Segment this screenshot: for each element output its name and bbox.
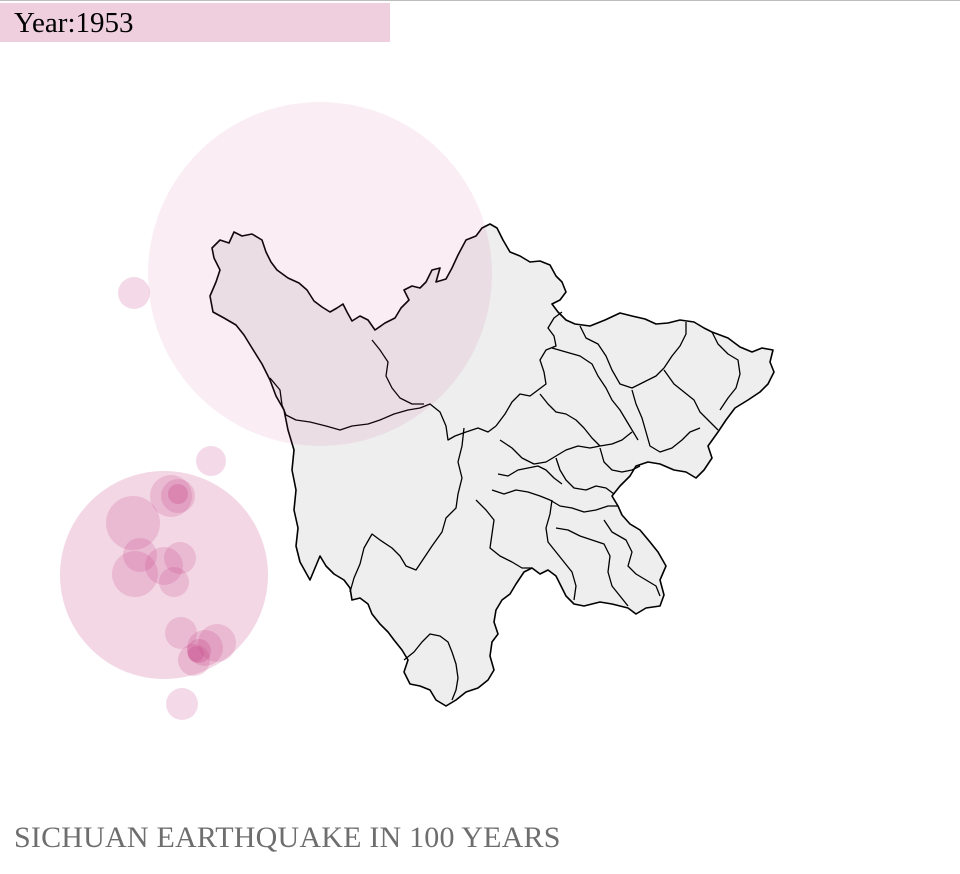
province-outline (209, 223, 775, 707)
earthquake-bubble (148, 102, 492, 446)
earthquake-bubble (161, 479, 195, 513)
earthquake-bubble (60, 471, 268, 679)
earthquake-bubble (187, 630, 223, 666)
earthquake-bubble (187, 639, 211, 663)
prefecture-border (603, 519, 661, 597)
earthquake-bubble (150, 475, 192, 517)
prefecture-border (371, 339, 424, 405)
prefecture-border (349, 427, 465, 593)
prefecture-border (539, 393, 601, 447)
prefecture-border (491, 489, 618, 513)
prefecture-border (269, 377, 497, 441)
prefecture-border (495, 311, 563, 427)
page-title: SICHUAN EARTHQUAKE IN 100 YEARS (14, 821, 561, 854)
earthquake-bubble (168, 484, 188, 504)
earthquake-bubble (164, 542, 196, 574)
prefecture-border (551, 347, 639, 441)
prefecture-border (631, 389, 701, 453)
prefecture-border (403, 633, 459, 701)
prefecture-border (579, 325, 665, 389)
earthquake-bubble (145, 547, 183, 585)
earthquake-bubble (123, 538, 157, 572)
earthquake-bubble (198, 624, 236, 662)
province-map (209, 223, 775, 707)
top-rule (0, 0, 960, 1)
earthquake-bubble (106, 496, 160, 550)
prefecture-border (711, 331, 741, 411)
earthquake-bubble (159, 567, 189, 597)
earthquake-bubble (196, 446, 226, 476)
prefecture-borders (269, 311, 741, 701)
earthquake-bubble (118, 277, 150, 309)
prefecture-border (499, 431, 633, 465)
earthquake-bubble (165, 617, 197, 649)
year-indicator: Year:1953 (0, 3, 390, 42)
year-label: Year:1953 (14, 7, 134, 39)
earthquake-bubble (178, 644, 210, 676)
prefecture-border (555, 457, 615, 495)
earthquake-bubble (166, 688, 198, 720)
earthquake-bubbles (60, 102, 492, 720)
prefecture-border (475, 499, 532, 569)
earthquake-bubble (112, 551, 158, 597)
prefecture-border (663, 322, 687, 369)
prefecture-border (545, 499, 577, 601)
prefecture-border (497, 465, 563, 485)
prefecture-border (663, 369, 719, 431)
prefecture-border (599, 447, 641, 473)
earthquake-bubble (188, 646, 204, 662)
prefecture-border (555, 527, 629, 607)
